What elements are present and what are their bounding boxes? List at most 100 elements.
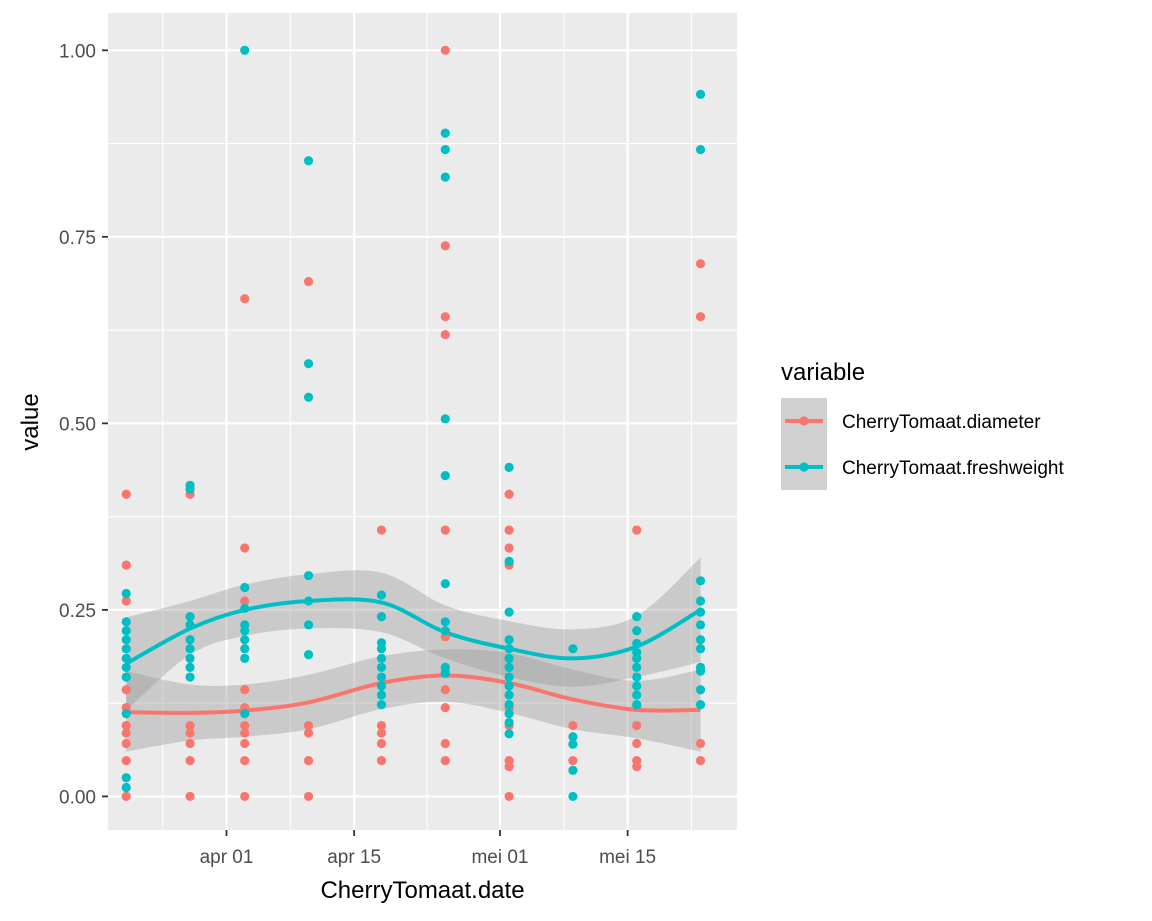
point-cherrytomaat-diameter bbox=[121, 738, 131, 749]
point-cherrytomaat-diameter bbox=[185, 728, 195, 738]
point-cherrytomaat-diameter bbox=[632, 720, 642, 731]
point-cherrytomaat-freshweight bbox=[303, 359, 314, 369]
point-cherrytomaat-diameter bbox=[303, 728, 314, 738]
point-cherrytomaat-freshweight bbox=[632, 700, 642, 710]
point-cherrytomaat-freshweight bbox=[240, 626, 250, 636]
point-cherrytomaat-freshweight bbox=[504, 462, 514, 472]
point-cherrytomaat-diameter bbox=[121, 791, 131, 802]
point-cherrytomaat-freshweight bbox=[440, 668, 450, 678]
point-cherrytomaat-diameter bbox=[440, 685, 450, 695]
point-cherrytomaat-freshweight bbox=[185, 653, 195, 663]
point-cherrytomaat-diameter bbox=[440, 525, 450, 535]
point-cherrytomaat-freshweight bbox=[240, 603, 250, 614]
point-cherrytomaat-freshweight bbox=[376, 612, 387, 622]
point-cherrytomaat-diameter bbox=[303, 277, 314, 287]
point-cherrytomaat-freshweight bbox=[440, 172, 450, 182]
point-cherrytomaat-freshweight bbox=[376, 700, 387, 710]
point-cherrytomaat-freshweight bbox=[632, 638, 642, 649]
point-cherrytomaat-freshweight bbox=[185, 672, 195, 682]
point-cherrytomaat-freshweight bbox=[504, 662, 514, 672]
point-cherrytomaat-diameter bbox=[303, 720, 314, 731]
point-cherrytomaat-freshweight bbox=[504, 700, 514, 710]
point-cherrytomaat-freshweight bbox=[240, 45, 250, 55]
point-cherrytomaat-freshweight bbox=[185, 644, 195, 654]
major-gridlines bbox=[108, 13, 737, 830]
point-cherrytomaat-diameter bbox=[376, 756, 387, 766]
point-cherrytomaat-freshweight bbox=[632, 612, 642, 622]
y-axis-title: value bbox=[17, 393, 44, 450]
point-cherrytomaat-diameter bbox=[632, 525, 642, 535]
point-cherrytomaat-diameter bbox=[240, 294, 250, 304]
point-cherrytomaat-freshweight bbox=[440, 128, 450, 138]
point-cherrytomaat-freshweight bbox=[376, 681, 387, 691]
x-axis-title: CherryTomaat.date bbox=[320, 877, 524, 904]
point-cherrytomaat-diameter bbox=[695, 259, 706, 269]
point-cherrytomaat-freshweight bbox=[632, 653, 642, 663]
point-cherrytomaat-diameter bbox=[240, 728, 250, 738]
point-cherrytomaat-diameter bbox=[504, 543, 514, 553]
x-tick-label: apr 15 bbox=[327, 847, 381, 868]
point-cherrytomaat-freshweight bbox=[121, 588, 131, 599]
point-cherrytomaat-freshweight bbox=[240, 635, 250, 645]
point-cherrytomaat-freshweight bbox=[440, 144, 450, 155]
y-tick-label: 0.50 bbox=[59, 414, 96, 435]
minor-gridlines bbox=[108, 13, 737, 830]
point-cherrytomaat-diameter bbox=[440, 241, 450, 251]
point-cherrytomaat-diameter bbox=[121, 685, 131, 695]
point-cherrytomaat-freshweight bbox=[504, 653, 514, 663]
point-cherrytomaat-freshweight bbox=[695, 644, 706, 654]
point-cherrytomaat-diameter bbox=[121, 756, 131, 766]
point-cherrytomaat-freshweight bbox=[121, 626, 131, 636]
point-cherrytomaat-diameter bbox=[695, 756, 706, 766]
point-cherrytomaat-freshweight bbox=[632, 662, 642, 672]
point-cherrytomaat-freshweight bbox=[568, 732, 578, 742]
point-cherrytomaat-freshweight bbox=[440, 617, 450, 627]
point-cherrytomaat-diameter bbox=[240, 685, 250, 695]
point-cherrytomaat-diameter bbox=[185, 720, 195, 731]
legend-key-point bbox=[799, 462, 809, 472]
point-cherrytomaat-freshweight bbox=[568, 765, 578, 775]
point-cherrytomaat-diameter bbox=[240, 596, 250, 606]
point-cherrytomaat-freshweight bbox=[121, 773, 131, 783]
point-cherrytomaat-freshweight bbox=[504, 709, 514, 719]
smooth-line-cherrytomaat-freshweight bbox=[125, 597, 702, 666]
point-cherrytomaat-freshweight bbox=[303, 156, 314, 166]
point-cherrytomaat-freshweight bbox=[240, 653, 250, 663]
point-cherrytomaat-freshweight bbox=[440, 414, 450, 424]
point-cherrytomaat-freshweight bbox=[632, 626, 642, 636]
data-points bbox=[121, 45, 706, 802]
point-cherrytomaat-freshweight bbox=[376, 644, 387, 654]
point-cherrytomaat-freshweight bbox=[303, 596, 314, 606]
point-cherrytomaat-freshweight bbox=[568, 791, 578, 802]
point-cherrytomaat-freshweight bbox=[121, 644, 131, 654]
point-cherrytomaat-diameter bbox=[440, 756, 450, 766]
point-cherrytomaat-freshweight bbox=[695, 666, 706, 676]
point-cherrytomaat-freshweight bbox=[504, 644, 514, 654]
point-cherrytomaat-freshweight bbox=[185, 484, 195, 494]
point-cherrytomaat-freshweight bbox=[695, 700, 706, 710]
point-cherrytomaat-freshweight bbox=[695, 607, 706, 617]
point-cherrytomaat-diameter bbox=[121, 489, 131, 499]
point-cherrytomaat-diameter bbox=[303, 791, 314, 802]
point-cherrytomaat-diameter bbox=[632, 738, 642, 749]
point-cherrytomaat-diameter bbox=[695, 738, 706, 749]
confidence-band-cherrytomaat-diameter bbox=[126, 649, 701, 752]
point-cherrytomaat-diameter bbox=[240, 791, 250, 802]
point-cherrytomaat-diameter bbox=[440, 329, 450, 340]
x-tick-label: mei 15 bbox=[599, 847, 656, 868]
point-cherrytomaat-freshweight bbox=[695, 144, 706, 155]
point-cherrytomaat-diameter bbox=[303, 756, 314, 766]
point-cherrytomaat-freshweight bbox=[440, 470, 450, 481]
point-cherrytomaat-diameter bbox=[376, 728, 387, 738]
point-cherrytomaat-freshweight bbox=[240, 709, 250, 719]
point-cherrytomaat-diameter bbox=[440, 45, 450, 55]
point-cherrytomaat-freshweight bbox=[440, 626, 450, 636]
point-cherrytomaat-diameter bbox=[504, 525, 514, 535]
point-cherrytomaat-freshweight bbox=[303, 620, 314, 630]
point-cherrytomaat-freshweight bbox=[504, 681, 514, 691]
point-cherrytomaat-diameter bbox=[121, 720, 131, 731]
x-tick-label: mei 01 bbox=[471, 847, 528, 868]
point-cherrytomaat-diameter bbox=[240, 756, 250, 766]
point-cherrytomaat-freshweight bbox=[632, 690, 642, 700]
